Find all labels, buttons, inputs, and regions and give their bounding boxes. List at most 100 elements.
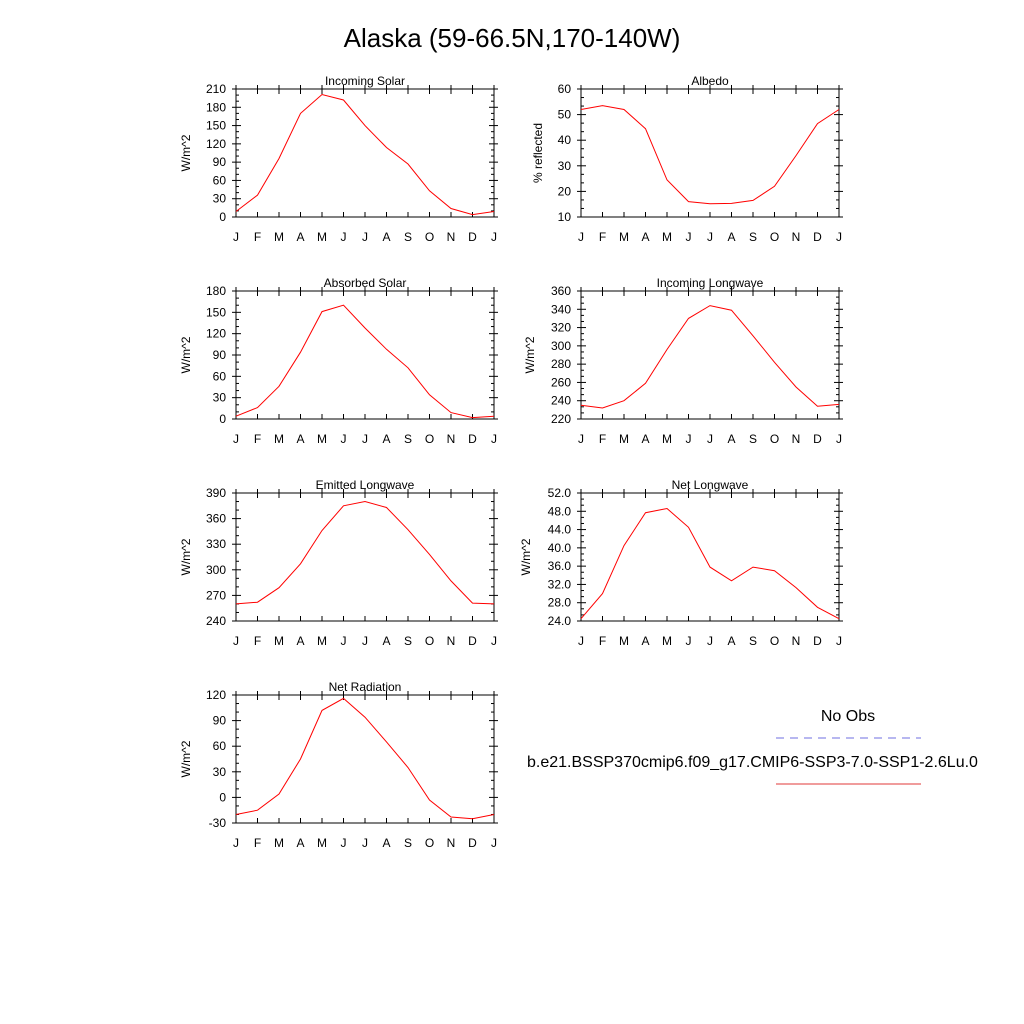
y-tick-label: 24.0 — [548, 614, 572, 628]
y-tick-label: 30 — [213, 765, 227, 779]
series-line — [235, 93, 495, 216]
x-tick-label: M — [619, 634, 629, 648]
x-tick-label: J — [491, 432, 497, 446]
x-tick-label: D — [468, 432, 477, 446]
x-tick-label: A — [727, 230, 735, 244]
y-tick-label: 340 — [551, 302, 571, 316]
x-tick-label: M — [662, 432, 672, 446]
x-tick-label: N — [447, 230, 456, 244]
x-tick-label: F — [599, 230, 606, 244]
x-tick-label: J — [578, 432, 584, 446]
x-tick-label: J — [233, 634, 239, 648]
y-tick-label: 90 — [213, 155, 227, 169]
x-tick-label: A — [727, 634, 735, 648]
y-tick-label: 20 — [558, 184, 572, 198]
y-tick-label: 120 — [206, 327, 226, 341]
y-tick-label: 40 — [558, 133, 572, 147]
series-line — [235, 500, 495, 605]
x-tick-label: M — [662, 230, 672, 244]
panel-title: Albedo — [691, 74, 729, 88]
y-tick-label: 28.0 — [548, 596, 572, 610]
x-tick-label: D — [468, 634, 477, 648]
x-tick-label: A — [641, 634, 649, 648]
x-tick-label: S — [404, 836, 412, 850]
x-tick-label: J — [341, 634, 347, 648]
x-tick-label: A — [382, 432, 390, 446]
y-tick-label: 36.0 — [548, 559, 572, 573]
y-tick-label: 30 — [213, 192, 227, 206]
y-tick-label: 240 — [206, 614, 226, 628]
series-line — [580, 305, 840, 409]
x-tick-label: J — [707, 230, 713, 244]
y-axis-label: W/m^2 — [179, 538, 193, 575]
y-tick-label: 60 — [558, 82, 572, 96]
x-tick-label: A — [382, 230, 390, 244]
x-tick-label: O — [425, 230, 434, 244]
y-tick-label: 180 — [206, 100, 226, 114]
x-tick-label: F — [254, 432, 261, 446]
x-tick-label: J — [341, 230, 347, 244]
x-tick-label: D — [813, 230, 822, 244]
x-tick-label: J — [491, 634, 497, 648]
x-tick-label: N — [447, 634, 456, 648]
panel-title: Emitted Longwave — [316, 478, 415, 492]
y-tick-label: 120 — [206, 137, 226, 151]
plot-frame — [580, 290, 840, 420]
x-tick-label: A — [641, 230, 649, 244]
x-tick-label: J — [578, 634, 584, 648]
y-tick-label: -30 — [209, 816, 227, 830]
x-tick-label: F — [599, 432, 606, 446]
x-tick-label: M — [274, 634, 284, 648]
x-tick-label: J — [707, 432, 713, 446]
x-tick-label: J — [686, 634, 692, 648]
x-tick-label: D — [813, 634, 822, 648]
y-tick-label: 300 — [551, 339, 571, 353]
x-tick-label: M — [619, 230, 629, 244]
y-tick-label: 360 — [551, 284, 571, 298]
x-tick-label: O — [425, 432, 434, 446]
x-tick-label: A — [641, 432, 649, 446]
y-tick-label: 44.0 — [548, 523, 572, 537]
x-tick-label: A — [296, 634, 304, 648]
x-tick-label: J — [578, 230, 584, 244]
y-tick-label: 30 — [558, 159, 572, 173]
x-tick-label: S — [404, 634, 412, 648]
y-axis-label: % reflected — [531, 123, 545, 183]
x-tick-label: J — [491, 836, 497, 850]
x-tick-label: S — [404, 432, 412, 446]
x-tick-label: S — [404, 230, 412, 244]
legend-model-label: b.e21.BSSP370cmip6.f09_g17.CMIP6-SSP3-7.… — [527, 754, 978, 771]
x-tick-label: J — [233, 230, 239, 244]
plot-frame — [235, 492, 495, 622]
y-tick-label: 52.0 — [548, 486, 572, 500]
y-tick-label: 150 — [206, 305, 226, 319]
x-tick-label: M — [274, 836, 284, 850]
y-tick-label: 320 — [551, 321, 571, 335]
x-tick-label: J — [836, 634, 842, 648]
y-tick-label: 60 — [213, 739, 227, 753]
x-tick-label: N — [447, 432, 456, 446]
panel-title: Incoming Longwave — [657, 276, 764, 290]
panel-title: Net Longwave — [672, 478, 749, 492]
x-tick-label: M — [317, 230, 327, 244]
x-tick-label: A — [296, 432, 304, 446]
y-tick-label: 0 — [219, 412, 226, 426]
y-tick-label: 210 — [206, 82, 226, 96]
x-tick-label: D — [813, 432, 822, 446]
x-tick-label: A — [296, 836, 304, 850]
x-tick-label: O — [425, 634, 434, 648]
x-tick-label: M — [274, 230, 284, 244]
x-tick-label: N — [792, 230, 801, 244]
x-tick-label: J — [341, 432, 347, 446]
x-tick-label: J — [362, 634, 368, 648]
x-tick-label: F — [254, 836, 261, 850]
y-tick-label: 330 — [206, 537, 226, 551]
panel-title: Incoming Solar — [325, 74, 405, 88]
x-tick-label: J — [233, 432, 239, 446]
